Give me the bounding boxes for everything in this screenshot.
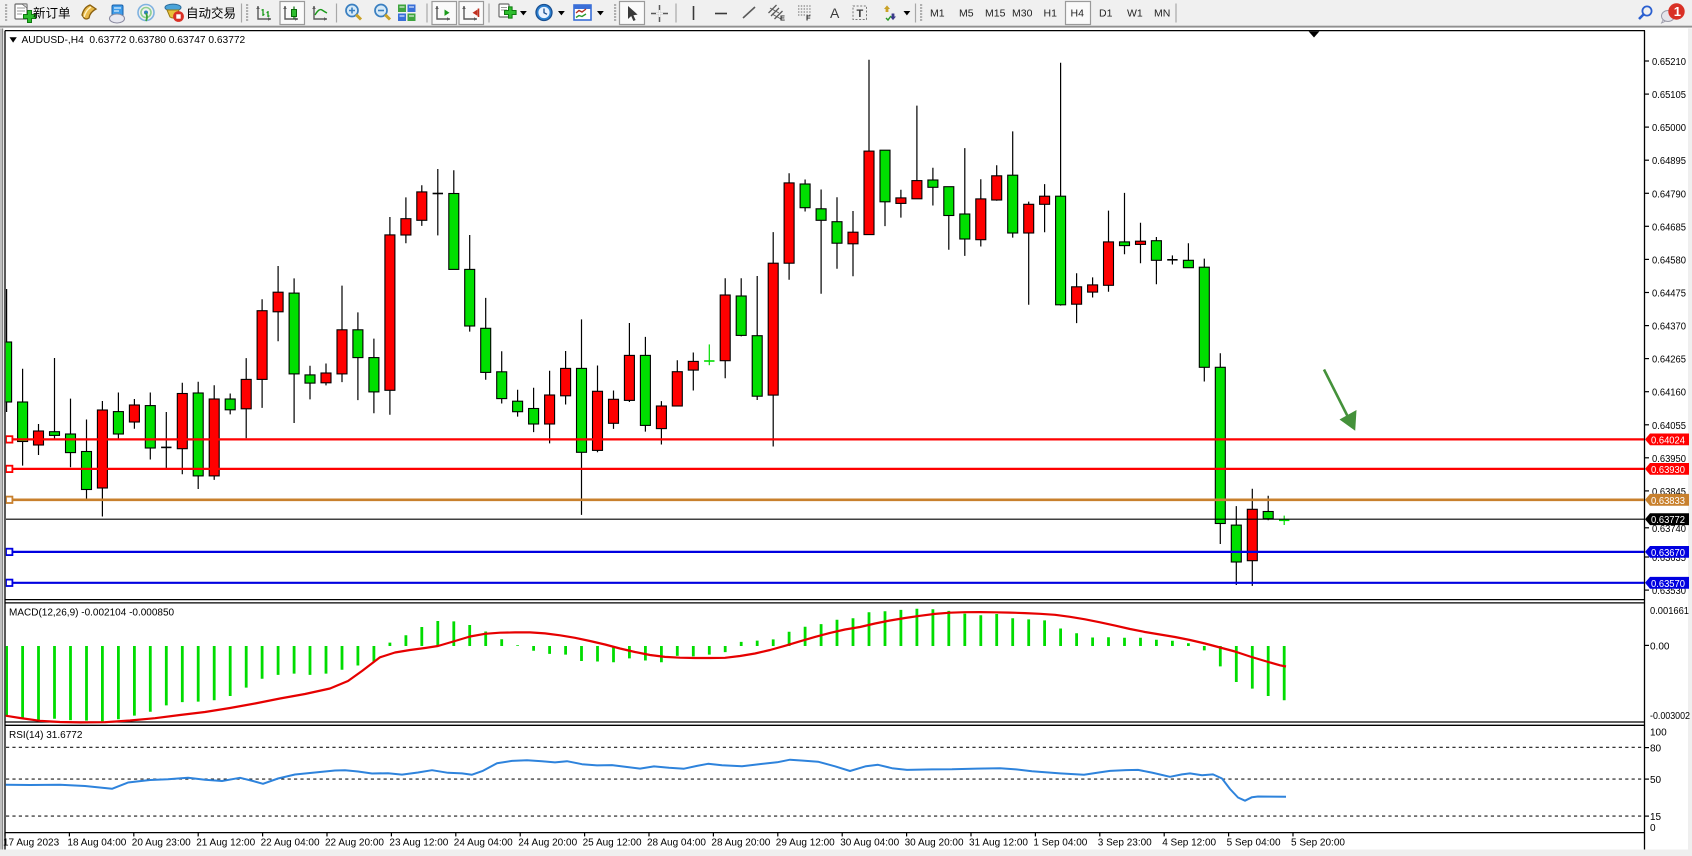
svg-text:50: 50 xyxy=(1650,775,1662,786)
svg-text:0: 0 xyxy=(1650,823,1656,834)
svg-text:0.64895: 0.64895 xyxy=(1652,156,1686,167)
svg-text:4 Sep 12:00: 4 Sep 12:00 xyxy=(1162,838,1216,849)
svg-text:5 Sep 04:00: 5 Sep 04:00 xyxy=(1227,838,1281,849)
svg-text:0.64024: 0.64024 xyxy=(1651,435,1685,446)
svg-text:17 Aug 2023: 17 Aug 2023 xyxy=(3,838,60,849)
svg-text:0.64685: 0.64685 xyxy=(1652,222,1686,233)
svg-text:0.65105: 0.65105 xyxy=(1652,90,1686,101)
svg-text:新订单: 新订单 xyxy=(33,6,71,21)
svg-text:31 Aug 12:00: 31 Aug 12:00 xyxy=(969,838,1028,849)
svg-text:AUDUSD-,H4 0.63772 0.63780 0.: AUDUSD-,H4 0.63772 0.63780 0.63747 0.637… xyxy=(22,35,246,46)
svg-text:M5: M5 xyxy=(959,8,974,20)
svg-text:A: A xyxy=(830,5,840,21)
svg-text:5 Sep 20:00: 5 Sep 20:00 xyxy=(1291,838,1345,849)
svg-text:0.64055: 0.64055 xyxy=(1652,421,1686,432)
svg-text:28 Aug 04:00: 28 Aug 04:00 xyxy=(647,838,706,849)
svg-text:MACD(12,26,9) -0.002104 -0.000: MACD(12,26,9) -0.002104 -0.000850 xyxy=(9,608,175,619)
svg-text:24 Aug 04:00: 24 Aug 04:00 xyxy=(454,838,513,849)
svg-text:0.00: 0.00 xyxy=(1650,641,1670,652)
svg-text:23 Aug 12:00: 23 Aug 12:00 xyxy=(389,838,448,849)
svg-text:0.63845: 0.63845 xyxy=(1652,487,1686,498)
svg-text:0.64160: 0.64160 xyxy=(1652,388,1686,399)
svg-text:M30: M30 xyxy=(1012,8,1033,20)
svg-text:18 Aug 04:00: 18 Aug 04:00 xyxy=(67,838,126,849)
svg-text:1: 1 xyxy=(1674,4,1681,19)
svg-text:21 Aug 12:00: 21 Aug 12:00 xyxy=(196,838,255,849)
svg-text:0.65000: 0.65000 xyxy=(1652,123,1686,134)
svg-text:0.63670: 0.63670 xyxy=(1651,548,1685,559)
svg-text:F: F xyxy=(806,14,811,23)
svg-text:MN: MN xyxy=(1154,8,1170,20)
svg-text:25 Aug 12:00: 25 Aug 12:00 xyxy=(583,838,642,849)
svg-text:0.63930: 0.63930 xyxy=(1651,465,1685,476)
svg-text:0.001661: 0.001661 xyxy=(1650,606,1689,617)
svg-text:20 Aug 23:00: 20 Aug 23:00 xyxy=(132,838,191,849)
svg-text:0.65210: 0.65210 xyxy=(1652,57,1686,68)
svg-text:M15: M15 xyxy=(985,8,1006,20)
svg-text:H1: H1 xyxy=(1044,8,1058,20)
svg-text:0.63833: 0.63833 xyxy=(1651,496,1685,507)
svg-text:100: 100 xyxy=(1650,727,1667,738)
svg-text:0.63570: 0.63570 xyxy=(1651,579,1685,590)
svg-text:H4: H4 xyxy=(1071,8,1085,20)
svg-text:0.64265: 0.64265 xyxy=(1652,355,1686,366)
svg-text:W1: W1 xyxy=(1127,8,1143,20)
svg-text:0.63635: 0.63635 xyxy=(1652,553,1686,564)
svg-text:T: T xyxy=(857,8,864,20)
svg-text:0.64790: 0.64790 xyxy=(1652,189,1686,200)
svg-text:22 Aug 20:00: 22 Aug 20:00 xyxy=(325,838,384,849)
svg-text:D1: D1 xyxy=(1099,8,1113,20)
svg-text:RSI(14) 31.6772: RSI(14) 31.6772 xyxy=(9,730,83,741)
svg-text:1 Sep 04:00: 1 Sep 04:00 xyxy=(1033,838,1087,849)
svg-text:0.63950: 0.63950 xyxy=(1652,454,1686,465)
svg-text:3 Sep 23:00: 3 Sep 23:00 xyxy=(1098,838,1152,849)
svg-text:-0.003002: -0.003002 xyxy=(1650,711,1690,722)
svg-text:29 Aug 12:00: 29 Aug 12:00 xyxy=(776,838,835,849)
svg-text:24 Aug 20:00: 24 Aug 20:00 xyxy=(518,838,577,849)
svg-text:自动交易: 自动交易 xyxy=(186,6,236,21)
svg-text:0.64475: 0.64475 xyxy=(1652,289,1686,300)
svg-text:0.64580: 0.64580 xyxy=(1652,255,1686,266)
svg-text:E: E xyxy=(780,14,785,23)
svg-text:30 Aug 04:00: 30 Aug 04:00 xyxy=(840,838,899,849)
svg-text:22 Aug 04:00: 22 Aug 04:00 xyxy=(261,838,320,849)
svg-text:0.63772: 0.63772 xyxy=(1651,515,1685,526)
svg-text:M1: M1 xyxy=(930,8,945,20)
svg-text:28 Aug 20:00: 28 Aug 20:00 xyxy=(711,838,770,849)
svg-text:0.63530: 0.63530 xyxy=(1652,586,1686,597)
svg-text:80: 80 xyxy=(1650,744,1662,755)
svg-text:30 Aug 20:00: 30 Aug 20:00 xyxy=(905,838,964,849)
svg-text:15: 15 xyxy=(1650,812,1662,823)
svg-text:0.64370: 0.64370 xyxy=(1652,322,1686,333)
svg-text:0.63740: 0.63740 xyxy=(1652,524,1686,535)
